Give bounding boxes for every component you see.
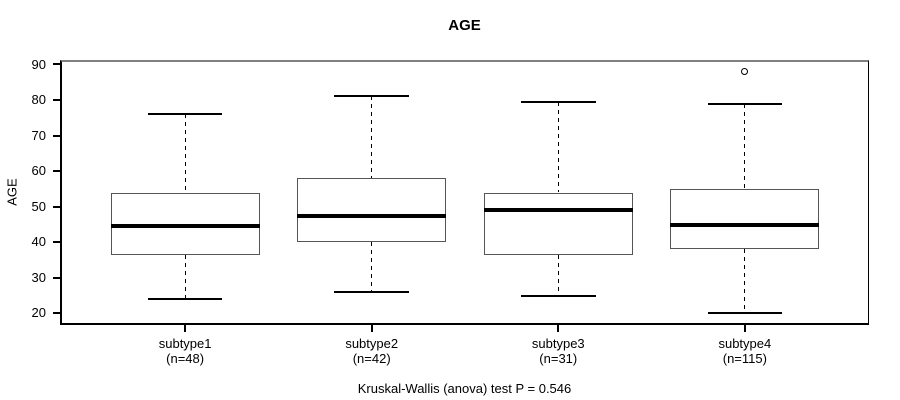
x-category-name: subtype2: [345, 336, 399, 351]
whisker-lower: [371, 242, 373, 293]
whisker-upper: [557, 101, 559, 193]
chart-title: AGE: [448, 17, 481, 34]
x-category-label: subtype4 (n=115): [655, 336, 835, 366]
whisker-upper: [744, 103, 746, 189]
x-category-label: subtype1 (n=48): [95, 336, 275, 366]
y-axis-tick: [53, 134, 60, 137]
whisker-cap-lower: [147, 298, 223, 301]
x-category-label: subtype2 (n=42): [282, 336, 462, 366]
y-axis-tick: [53, 276, 60, 279]
whisker-cap-lower: [334, 291, 410, 294]
x-axis-tick: [557, 325, 560, 332]
plot-area: 20 30 40 50 60 70 80 90 subtype1 (n=48) subtype2 (n…: [32, 57, 869, 366]
y-axis-tick: [53, 312, 60, 315]
iqr-box: [297, 178, 447, 243]
x-category-name: subtype1: [158, 336, 212, 351]
y-axis-tick-label: 90: [31, 56, 46, 72]
y-axis-tick-label: 30: [31, 269, 46, 285]
y-axis-tick-label: 60: [31, 163, 46, 179]
x-category-name: subtype4: [718, 336, 772, 351]
x-axis-tick: [743, 325, 746, 332]
whisker-lower: [184, 254, 186, 300]
y-axis-tick: [53, 63, 60, 66]
whisker-cap-upper: [147, 113, 223, 116]
iqr-box: [483, 192, 633, 255]
stat-test-caption: Kruskal-Wallis (anova) test P = 0.546: [357, 381, 572, 396]
whisker-cap-upper: [334, 95, 410, 98]
whisker-upper: [371, 96, 373, 179]
median-line: [670, 222, 820, 227]
y-axis-tick-label: 70: [31, 127, 46, 143]
y-axis-title: AGE: [4, 178, 20, 206]
x-category-count: (n=115): [722, 351, 767, 366]
y-axis-tick-label: 50: [31, 198, 46, 214]
median-line: [297, 213, 447, 218]
outlier-point: [741, 68, 749, 76]
whisker-lower: [744, 249, 746, 314]
whisker-cap-upper: [707, 102, 783, 105]
y-axis-tick: [53, 170, 60, 173]
median-line: [483, 208, 633, 213]
y-axis-tick-label: 20: [31, 305, 46, 321]
whisker-upper: [184, 114, 186, 193]
x-axis-tick: [184, 325, 187, 332]
whisker-lower: [557, 254, 559, 296]
x-axis-tick: [370, 325, 373, 332]
x-category-count: (n=48): [166, 351, 205, 366]
x-category-label: subtype3 (n=31): [468, 336, 648, 366]
y-axis-tick-label: 80: [31, 92, 46, 108]
x-category-count: (n=31): [539, 351, 578, 366]
y-axis-tick-label: 40: [31, 234, 46, 250]
x-category-count: (n=42): [352, 351, 391, 366]
median-line: [110, 224, 260, 229]
iqr-box: [110, 192, 260, 255]
y-axis-tick: [53, 99, 60, 102]
whisker-cap-upper: [520, 100, 596, 103]
y-axis-tick: [53, 241, 60, 244]
whisker-cap-lower: [707, 312, 783, 315]
iqr-box: [670, 188, 820, 250]
x-category-name: subtype3: [531, 336, 585, 351]
whisker-cap-lower: [520, 294, 596, 297]
y-axis-tick: [53, 205, 60, 208]
